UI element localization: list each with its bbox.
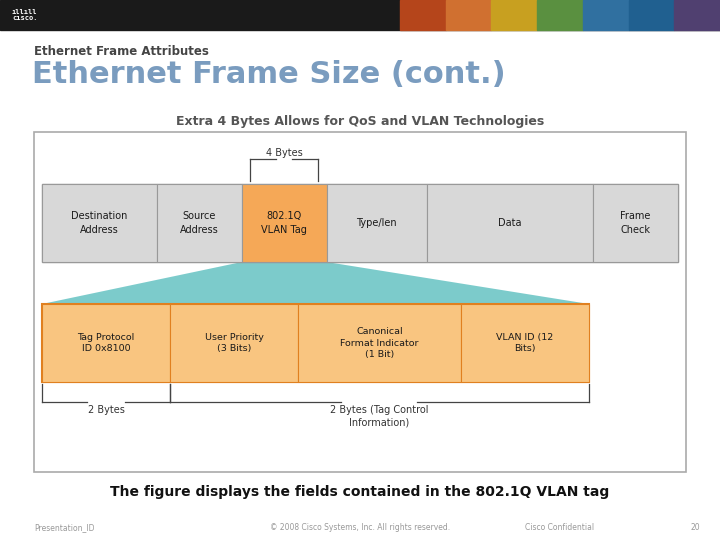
Text: 20: 20 bbox=[690, 523, 700, 532]
Text: User Priority
(3 Bits): User Priority (3 Bits) bbox=[204, 333, 264, 353]
Bar bbox=[583, 0, 629, 30]
Bar bbox=[42, 304, 589, 382]
Text: Type/len: Type/len bbox=[356, 218, 397, 228]
Text: Presentation_ID: Presentation_ID bbox=[34, 523, 94, 532]
Bar bbox=[242, 184, 327, 262]
Bar bbox=[42, 304, 170, 382]
Bar bbox=[42, 184, 157, 262]
Text: 4 Bytes: 4 Bytes bbox=[266, 148, 302, 158]
Polygon shape bbox=[42, 262, 589, 304]
Text: Ethernet Frame Size (cont.): Ethernet Frame Size (cont.) bbox=[32, 60, 505, 89]
Bar bbox=[170, 304, 298, 382]
Bar bbox=[446, 0, 492, 30]
Bar bbox=[0, 0, 720, 30]
Bar bbox=[34, 132, 686, 472]
Text: Destination
Address: Destination Address bbox=[71, 211, 127, 234]
Bar bbox=[593, 184, 678, 262]
Text: VLAN ID (12
Bits): VLAN ID (12 Bits) bbox=[496, 333, 554, 353]
Text: Cisco Confidential: Cisco Confidential bbox=[526, 523, 595, 532]
Bar bbox=[461, 304, 589, 382]
Text: Extra 4 Bytes Allows for QoS and VLAN Technologies: Extra 4 Bytes Allows for QoS and VLAN Te… bbox=[176, 115, 544, 128]
Bar bbox=[492, 0, 537, 30]
Bar bbox=[629, 0, 675, 30]
Text: Frame
Check: Frame Check bbox=[621, 211, 651, 234]
Text: ıllıll
cısco.: ıllıll cısco. bbox=[12, 9, 37, 22]
Bar bbox=[157, 184, 242, 262]
Bar bbox=[400, 0, 446, 30]
Text: 802.1Q
VLAN Tag: 802.1Q VLAN Tag bbox=[261, 211, 307, 234]
Text: 2 Bytes: 2 Bytes bbox=[88, 405, 125, 415]
Text: The figure displays the fields contained in the 802.1Q VLAN tag: The figure displays the fields contained… bbox=[110, 485, 610, 499]
Text: 2 Bytes (Tag Control
Information): 2 Bytes (Tag Control Information) bbox=[330, 405, 428, 427]
Text: Data: Data bbox=[498, 218, 521, 228]
Bar bbox=[537, 0, 583, 30]
Text: Tag Protocol
ID 0x8100: Tag Protocol ID 0x8100 bbox=[77, 333, 135, 353]
Text: Ethernet Frame Attributes: Ethernet Frame Attributes bbox=[34, 45, 209, 58]
Text: Canonical
Format Indicator
(1 Bit): Canonical Format Indicator (1 Bit) bbox=[341, 327, 419, 359]
Bar bbox=[298, 304, 461, 382]
Bar bbox=[675, 0, 720, 30]
Text: © 2008 Cisco Systems, Inc. All rights reserved.: © 2008 Cisco Systems, Inc. All rights re… bbox=[270, 523, 450, 532]
Bar bbox=[42, 184, 678, 262]
Text: Source
Address: Source Address bbox=[180, 211, 219, 234]
Bar bbox=[426, 184, 593, 262]
Bar bbox=[327, 184, 426, 262]
